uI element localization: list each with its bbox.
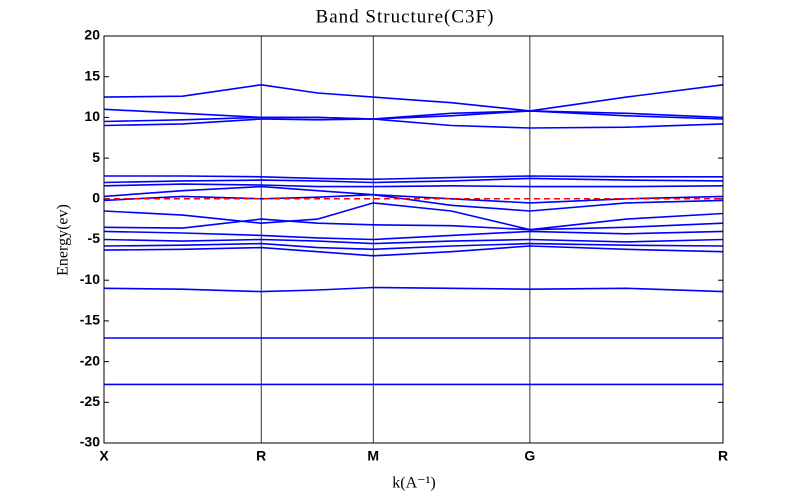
y-tick-label: -5 — [88, 230, 101, 246]
y-tick-label: 15 — [84, 67, 100, 83]
band-line — [104, 175, 723, 181]
chart-title: Band Structure(C3F) — [316, 6, 495, 27]
x-tick-label: X — [99, 448, 109, 464]
y-tick-label: 0 — [92, 190, 100, 206]
band-line — [103, 177, 724, 184]
y-tick-label: -20 — [80, 352, 100, 368]
band-line — [103, 118, 724, 129]
y-tick-label: 10 — [84, 108, 100, 124]
x-tick-label: G — [524, 448, 535, 464]
y-axis-label: Energy(ev) — [55, 204, 72, 276]
band-line — [103, 202, 724, 231]
plot-frame — [103, 35, 724, 444]
band-line — [103, 238, 724, 245]
y-tick-label: -10 — [80, 271, 100, 287]
band-line — [103, 286, 724, 293]
band-line — [103, 84, 724, 112]
x-axis-label: k(A⁻¹) — [392, 475, 435, 492]
x-tick-label: R — [718, 448, 728, 464]
x-tick-label: M — [367, 448, 379, 464]
band-line — [103, 245, 724, 257]
band-line — [103, 183, 724, 188]
band-line — [103, 193, 724, 212]
y-tick-label: -25 — [80, 393, 100, 409]
y-tick-label: 5 — [92, 149, 100, 165]
band-line — [103, 230, 724, 241]
band-line — [103, 242, 724, 251]
y-tick-label: 20 — [84, 27, 100, 43]
x-tick-label: R — [256, 448, 266, 464]
y-tick-label: -15 — [80, 312, 100, 328]
y-tick-label: -30 — [80, 434, 100, 450]
band-line — [103, 218, 724, 231]
